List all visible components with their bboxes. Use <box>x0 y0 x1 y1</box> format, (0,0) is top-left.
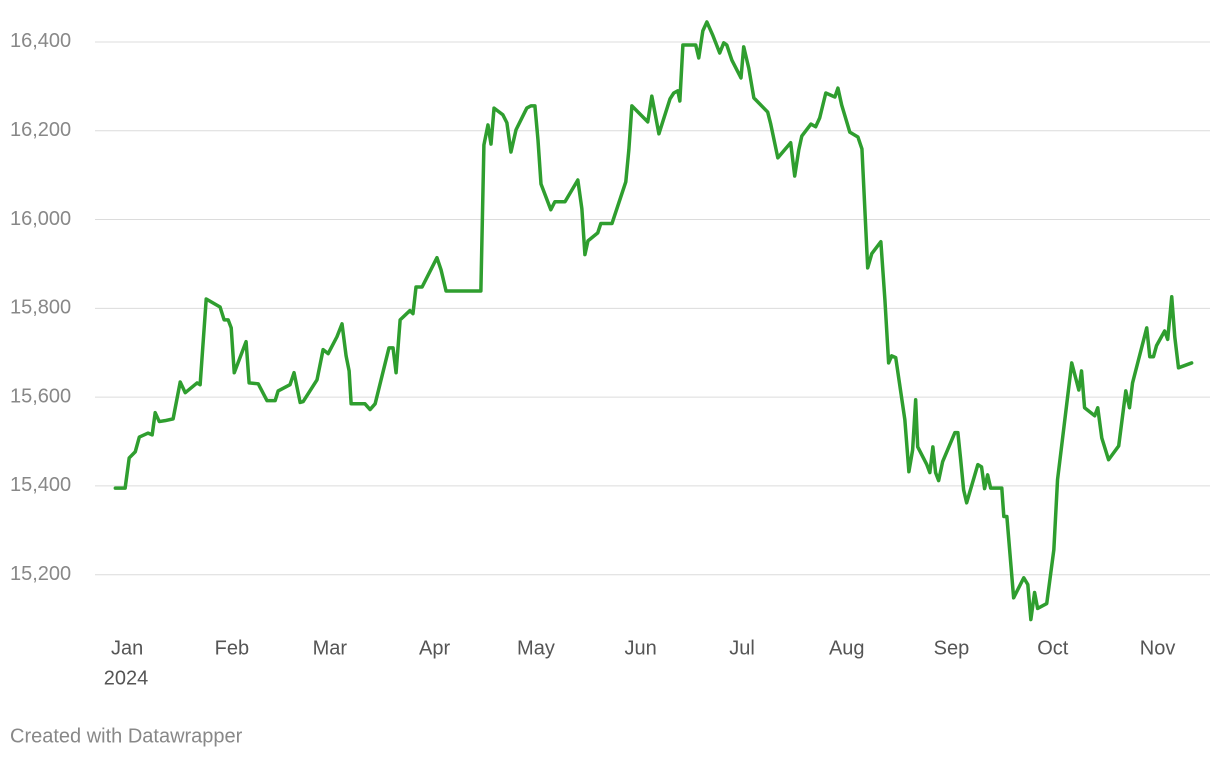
x-tick-label: Oct <box>1037 637 1069 659</box>
x-tick-label: Feb <box>215 637 249 659</box>
x-tick-label: Sep <box>934 637 970 659</box>
x-tick-label: Jun <box>625 637 657 659</box>
x-tick-label: Jan <box>111 637 143 659</box>
y-tick-label: 15,400 <box>10 474 71 496</box>
line <box>113 20 1194 622</box>
x-tick-label: Nov <box>1140 637 1176 659</box>
x-tick-label: May <box>517 637 555 659</box>
x-tick-label: Apr <box>419 637 450 659</box>
x-tick-label: Mar <box>313 637 348 659</box>
y-tick-label: 15,200 <box>10 563 71 585</box>
y-tick-label: 16,400 <box>10 30 71 52</box>
credit: Created with Datawrapper <box>10 725 243 747</box>
y-tick-label: 16,000 <box>10 208 71 230</box>
y-tick-label: 15,800 <box>10 297 71 319</box>
y-tick-label: 16,200 <box>10 119 71 141</box>
y-tick-label: 15,600 <box>10 385 71 407</box>
x-tick-label: Aug <box>829 637 865 659</box>
x-year-label: 2024 <box>104 667 149 689</box>
x-tick-label: Jul <box>729 637 755 659</box>
